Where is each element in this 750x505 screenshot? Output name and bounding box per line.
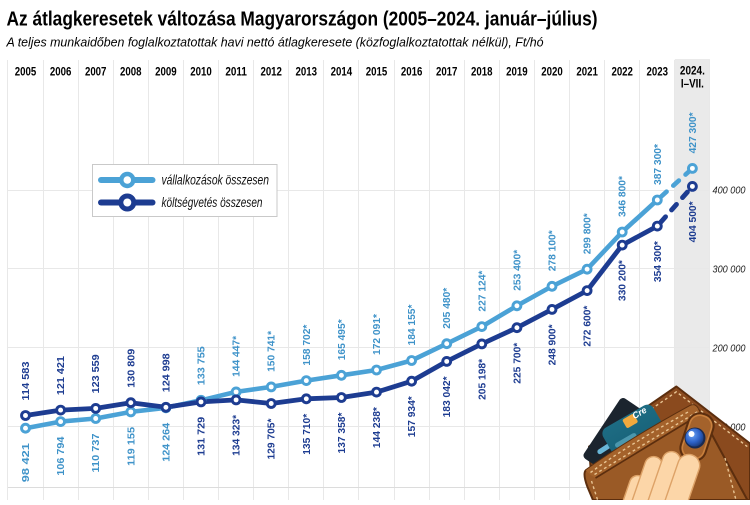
svg-text:225 700*: 225 700* — [512, 343, 523, 384]
svg-text:427 300*: 427 300* — [688, 112, 699, 153]
svg-text:300 000: 300 000 — [713, 265, 746, 276]
svg-text:2007: 2007 — [85, 65, 107, 79]
svg-text:vállalkozások összesen: vállalkozások összesen — [162, 172, 270, 188]
svg-text:2022: 2022 — [611, 65, 633, 79]
svg-text:2009: 2009 — [155, 65, 177, 79]
svg-text:114 583: 114 583 — [21, 361, 32, 400]
svg-text:110 737: 110 737 — [91, 433, 102, 472]
svg-text:299 800*: 299 800* — [583, 213, 594, 254]
svg-text:2021: 2021 — [576, 65, 598, 79]
svg-text:144 447*: 144 447* — [232, 336, 243, 377]
svg-text:272 600*: 272 600* — [583, 306, 594, 347]
svg-text:248 900*: 248 900* — [548, 324, 559, 365]
svg-text:2023: 2023 — [647, 65, 669, 79]
svg-text:2011: 2011 — [225, 65, 247, 79]
svg-text:134 323*: 134 323* — [232, 415, 243, 456]
svg-text:404 500*: 404 500* — [688, 201, 699, 242]
svg-text:130 809: 130 809 — [126, 348, 137, 387]
svg-text:119 155: 119 155 — [126, 427, 137, 466]
svg-text:124 264: 124 264 — [161, 423, 172, 462]
svg-text:98 421: 98 421 — [21, 443, 32, 482]
svg-text:2013: 2013 — [296, 65, 318, 79]
svg-text:144 238*: 144 238* — [372, 407, 383, 448]
svg-text:172 091*: 172 091* — [372, 314, 383, 355]
svg-text:205 480*: 205 480* — [442, 288, 453, 329]
svg-text:354 300*: 354 300* — [653, 241, 664, 282]
svg-text:346 800*: 346 800* — [618, 176, 629, 217]
svg-text:150 741*: 150 741* — [267, 331, 278, 372]
svg-text:2016: 2016 — [401, 65, 423, 79]
svg-text:2010: 2010 — [190, 65, 212, 79]
svg-text:135 710*: 135 710* — [302, 414, 313, 455]
svg-text:400 000: 400 000 — [713, 186, 746, 197]
svg-text:121 421: 121 421 — [56, 356, 67, 395]
svg-text:158 702*: 158 702* — [302, 325, 313, 366]
svg-text:Az átlagkeresetek változása Ma: Az átlagkeresetek változása Magyarország… — [7, 9, 598, 31]
svg-text:A teljes munkaidőben foglalkoz: A teljes munkaidőben foglalkoztatottak h… — [6, 35, 544, 50]
svg-text:2020: 2020 — [541, 65, 563, 79]
svg-text:2024.: 2024. — [680, 66, 705, 78]
svg-text:2008: 2008 — [120, 65, 142, 79]
svg-text:2005: 2005 — [15, 65, 37, 79]
svg-text:2012: 2012 — [260, 65, 282, 79]
svg-text:2014: 2014 — [331, 65, 353, 79]
svg-text:131 729: 131 729 — [197, 417, 208, 456]
svg-text:165 495*: 165 495* — [337, 319, 348, 360]
svg-text:133 755: 133 755 — [197, 346, 208, 385]
svg-text:123 559: 123 559 — [91, 354, 102, 393]
svg-text:200 000: 200 000 — [712, 344, 746, 355]
svg-text:253 400*: 253 400* — [512, 250, 523, 291]
svg-text:129 705*: 129 705* — [267, 419, 278, 460]
svg-text:330 200*: 330 200* — [618, 260, 629, 301]
svg-text:183 042*: 183 042* — [442, 376, 453, 417]
svg-text:I–VII.: I–VII. — [681, 79, 704, 91]
svg-text:2017: 2017 — [436, 65, 458, 79]
svg-text:227 124*: 227 124* — [477, 271, 488, 312]
svg-text:205 198*: 205 198* — [477, 359, 488, 400]
svg-text:387 300*: 387 300* — [653, 144, 664, 185]
svg-text:2015: 2015 — [366, 65, 388, 79]
svg-text:278 100*: 278 100* — [548, 230, 559, 271]
svg-text:2019: 2019 — [506, 65, 528, 79]
svg-text:2006: 2006 — [50, 65, 72, 79]
svg-text:2018: 2018 — [471, 65, 493, 79]
svg-text:137 358*: 137 358* — [337, 413, 348, 454]
svg-text:költségvetés összesen: költségvetés összesen — [162, 194, 263, 210]
svg-text:106 794: 106 794 — [56, 436, 67, 475]
svg-text:184 155*: 184 155* — [407, 305, 418, 346]
svg-text:124 998: 124 998 — [161, 353, 172, 392]
svg-text:157 934*: 157 934* — [407, 396, 418, 437]
